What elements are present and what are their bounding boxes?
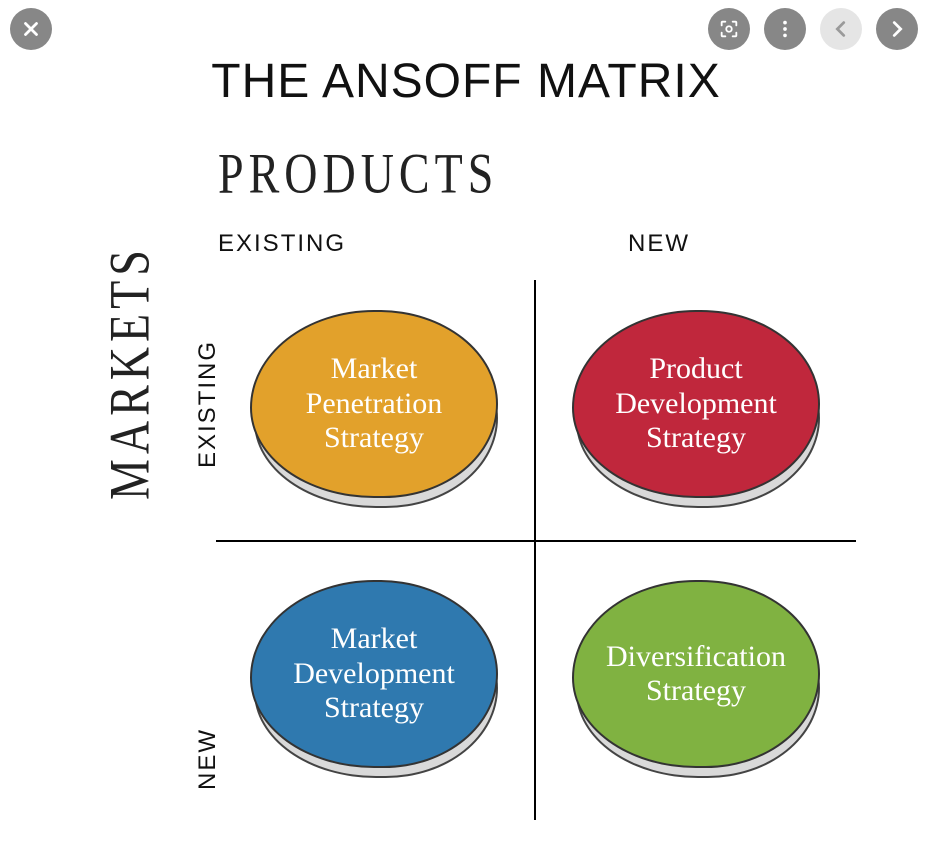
quadrant-market-penetration: Market Penetration Strategy <box>250 310 500 510</box>
close-icon[interactable] <box>10 8 52 50</box>
quadrant-market-development: Market Development Strategy <box>250 580 500 780</box>
lens-search-icon[interactable] <box>708 8 750 50</box>
x-axis-category-new: NEW <box>628 230 690 258</box>
quadrant-diversification: Diversification Strategy <box>572 580 822 780</box>
grid-horizontal-line <box>216 540 856 542</box>
blob: Diversification Strategy <box>572 580 820 768</box>
quadrant-label: Diversification Strategy <box>606 640 786 709</box>
more-options-icon[interactable] <box>764 8 806 50</box>
grid-vertical-line <box>534 280 536 820</box>
blob: Market Development Strategy <box>250 580 498 768</box>
blob: Product Development Strategy <box>572 310 820 498</box>
image-viewer-toolbar <box>0 8 932 48</box>
x-axis-label: PRODUCTS <box>218 140 498 206</box>
previous-icon[interactable] <box>820 8 862 50</box>
quadrant-product-development: Product Development Strategy <box>572 310 822 510</box>
quadrant-label: Market Development Strategy <box>293 622 455 726</box>
x-axis-category-existing: EXISTING <box>218 230 346 258</box>
next-icon[interactable] <box>876 8 918 50</box>
quadrant-label: Market Penetration Strategy <box>306 352 443 456</box>
quadrant-label: Product Development Strategy <box>615 352 777 456</box>
y-axis-label: MARKETS <box>96 245 162 500</box>
blob: Market Penetration Strategy <box>250 310 498 498</box>
diagram-title: THE ANSOFF MATRIX <box>211 54 720 109</box>
